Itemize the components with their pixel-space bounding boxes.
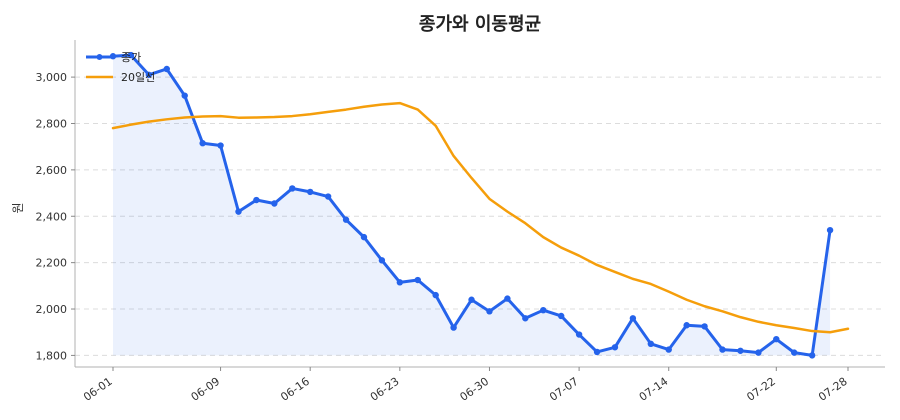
data-point — [127, 51, 135, 59]
data-point — [665, 346, 672, 353]
data-point — [378, 257, 386, 264]
legend-label-1: 20일선 — [121, 70, 155, 84]
y-tick-label: 3,000 — [36, 71, 68, 84]
data-point — [486, 308, 493, 315]
x-tick-label: 06-09 — [189, 375, 223, 404]
y-axis-label: 원 — [11, 202, 25, 213]
data-point — [557, 312, 565, 320]
y-tick-label: 2,800 — [36, 117, 68, 130]
data-point — [432, 291, 439, 299]
data-point — [145, 71, 153, 78]
y-tick-label: 2,400 — [36, 210, 68, 223]
data-point — [163, 65, 170, 73]
data-point — [271, 200, 278, 207]
data-point — [701, 323, 708, 330]
data-point — [575, 331, 583, 338]
data-point — [647, 340, 655, 348]
area-fill — [113, 55, 831, 356]
data-point — [629, 315, 637, 322]
data-point — [737, 347, 744, 354]
x-tick-label: 07-22 — [744, 375, 778, 404]
axes — [74, 40, 885, 368]
x-tick-label: 07-28 — [816, 375, 850, 404]
data-point — [181, 92, 188, 99]
data-point — [306, 188, 314, 196]
area-fill-0 — [113, 55, 831, 356]
data-point — [253, 196, 260, 204]
y-tick-label: 2,000 — [36, 303, 68, 316]
series-line-1 — [111, 101, 850, 334]
data-point — [289, 185, 296, 192]
legend: 종가 20일선 — [86, 51, 155, 84]
grid-lines — [75, 76, 885, 356]
x-ticks: 06-01 06-09 06-16 06-23 06-30 07-07 07-14 07-22… — [81, 367, 850, 404]
x-tick-label: 06-23 — [368, 375, 402, 404]
y-tick-label: 2,200 — [36, 257, 68, 270]
data-point — [450, 324, 457, 331]
data-point — [791, 349, 798, 356]
x-tick-label: 06-01 — [81, 375, 115, 404]
chart-title: 종가와 이동평균 — [419, 14, 541, 35]
data-point — [342, 216, 350, 223]
y-tick-label: 1,800 — [36, 349, 68, 362]
data-point — [593, 348, 601, 356]
data-point — [719, 346, 726, 353]
data-point — [808, 352, 816, 359]
y-ticks: 1,800 2,000 2,200 2,400 2,600 2,800 3,000 — [36, 71, 75, 362]
x-tick-label: 06-16 — [278, 375, 312, 404]
data-point — [199, 140, 206, 147]
data-point — [414, 276, 421, 284]
data-point — [468, 296, 475, 303]
data-point — [360, 233, 368, 241]
x-tick-label: 07-07 — [547, 375, 581, 404]
y-tick-label: 2,600 — [36, 164, 68, 177]
data-point — [540, 306, 547, 314]
x-tick-label: 07-14 — [637, 375, 671, 404]
data-point — [683, 322, 690, 329]
legend-label-0: 종가 — [121, 51, 141, 64]
x-tick-label: 06-30 — [458, 375, 492, 404]
data-point — [755, 349, 762, 356]
data-point — [324, 193, 332, 200]
data-point — [826, 226, 834, 234]
series-markers — [109, 51, 834, 359]
data-point — [522, 315, 529, 322]
legend-marker-0 — [96, 54, 103, 60]
data-point — [773, 335, 780, 343]
data-point — [504, 295, 511, 302]
data-point — [611, 344, 619, 351]
data-point — [396, 279, 404, 286]
data-point — [217, 142, 224, 149]
data-point — [235, 208, 242, 215]
